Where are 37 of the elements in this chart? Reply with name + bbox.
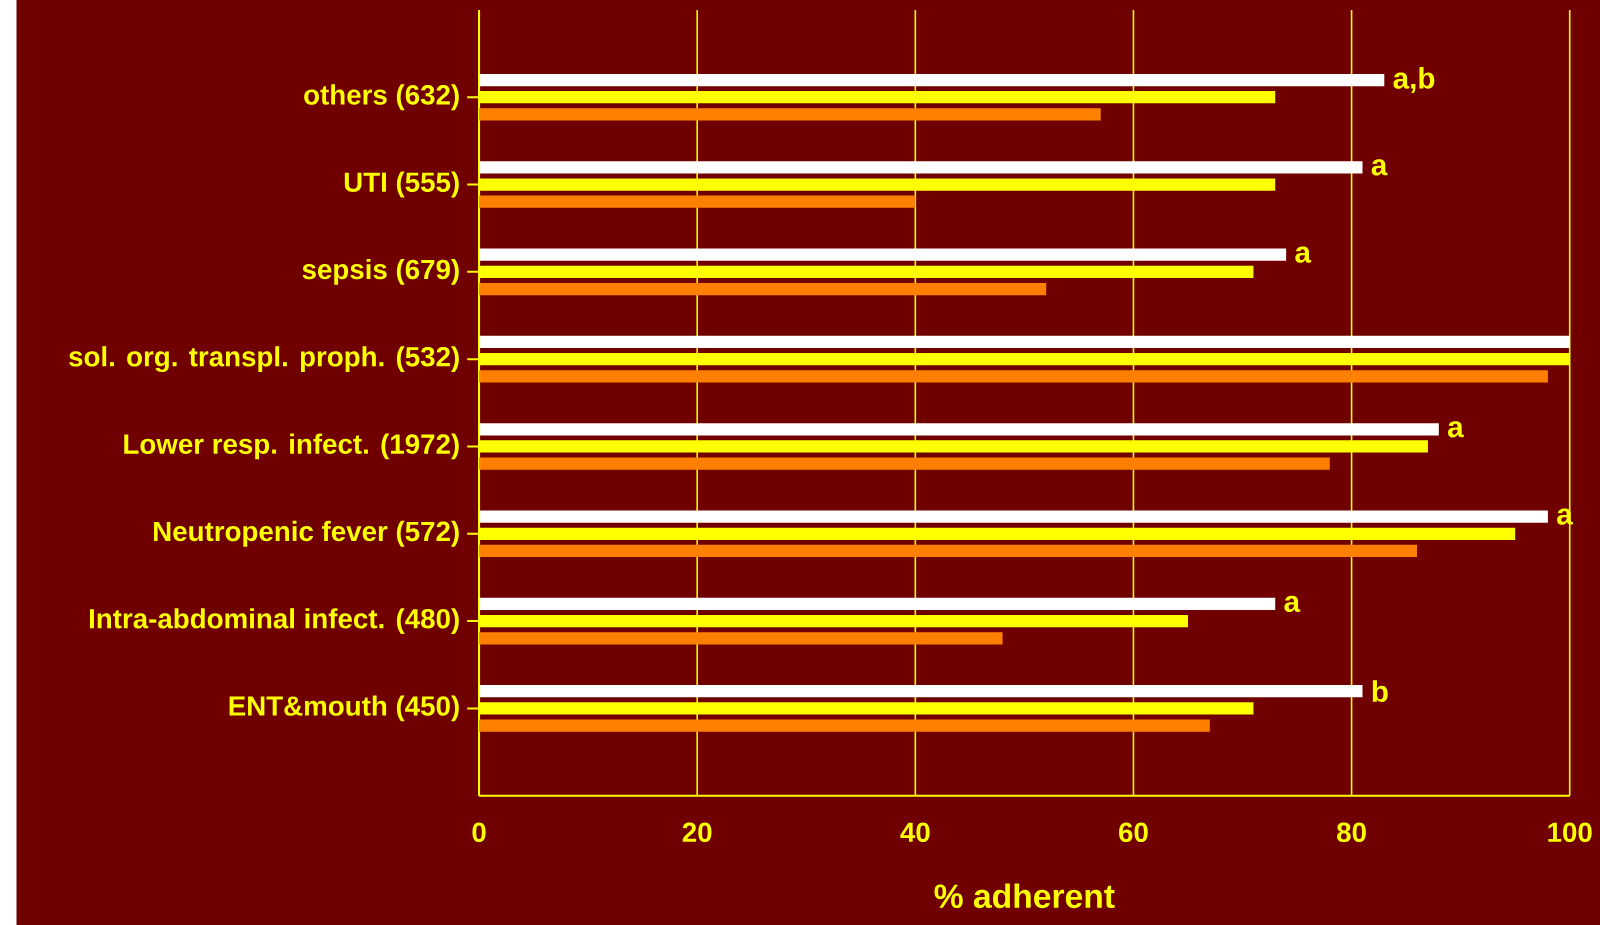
bar [479, 248, 1287, 261]
y-tick-label: others (632) [304, 84, 459, 110]
data-label: a [1371, 159, 1388, 176]
data-label: a,b [1393, 66, 1435, 93]
y-tick-label: sol. org. transpl. proph. (532) [69, 346, 459, 372]
x-tick-label: 0 [472, 822, 486, 842]
bar [479, 161, 1363, 174]
data-label: a [1295, 246, 1312, 263]
bar [479, 719, 1210, 732]
y-tick-label: ENT&mouth (450) [229, 695, 459, 722]
y-tick-label: Intra-abdominal infect. (480) [89, 607, 459, 634]
bar [479, 422, 1439, 436]
data-label: a [1448, 420, 1464, 438]
bar [479, 335, 1570, 348]
x-tick-label: 40 [900, 822, 930, 842]
y-tick-label: Lower resp. infect. (1972) [124, 433, 459, 460]
bar [479, 108, 1101, 121]
x-tick-label: 80 [1337, 822, 1366, 842]
bar [479, 597, 1276, 610]
bar [479, 632, 1003, 645]
bar [479, 195, 916, 208]
bar [479, 457, 1330, 470]
bar [479, 73, 1385, 86]
x-tick-label: 100 [1548, 822, 1592, 842]
bar [479, 282, 1047, 295]
x-tick-label: 60 [1119, 822, 1148, 842]
y-tick-label: sepsis (679) [302, 258, 459, 285]
y-tick-label: Neutropenic fever (572) [154, 520, 459, 547]
y-tick-label: UTI (555) [344, 171, 459, 198]
x-axis-title: % adherent [934, 883, 1115, 908]
bar [479, 370, 1548, 383]
bar [479, 544, 1418, 557]
data-label: b [1372, 680, 1388, 702]
x-tick-label: 20 [682, 822, 712, 842]
bar [479, 510, 1548, 523]
bar [479, 684, 1363, 698]
data-label: a [1284, 595, 1301, 612]
